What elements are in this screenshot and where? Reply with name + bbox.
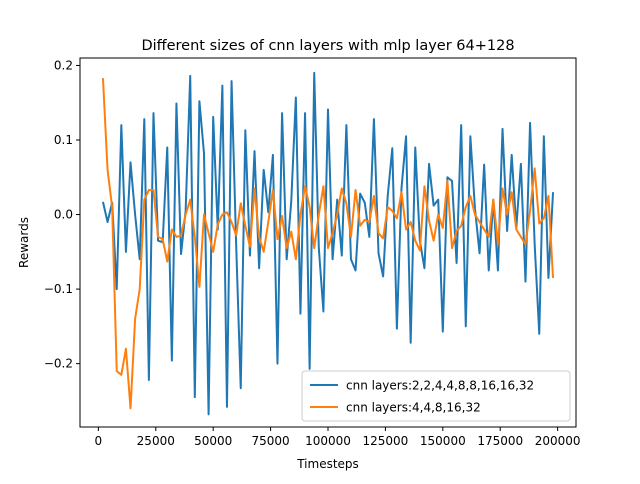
y-axis-label: Rewards (17, 217, 31, 268)
x-tick-label: 25000 (137, 434, 175, 448)
chart-title: Different sizes of cnn layers with mlp l… (141, 38, 514, 54)
x-axis-ticks: 0 25000 50000 75000 100000 125000 150000 175000… (95, 427, 581, 448)
legend: cnn layers:2,2,4,4,8,8,16,16,32 cnn laye… (301, 370, 571, 422)
series-line-2 (101, 78, 555, 410)
x-tick-label: 75000 (251, 434, 289, 448)
x-tick-label: 50000 (194, 434, 232, 448)
series-line-1 (101, 71, 555, 416)
x-tick-label: 150000 (420, 434, 466, 448)
series-layer (101, 71, 555, 416)
x-tick-label: 0 (95, 434, 103, 448)
x-axis-label: Timesteps (296, 457, 359, 471)
y-tick-label: 0.2 (54, 58, 73, 72)
x-tick-label: 200000 (535, 434, 581, 448)
legend-label-series-1: cnn layers:2,2,4,4,8,8,16,16,32 (346, 379, 534, 393)
legend-label-series-2: cnn layers:4,4,8,16,32 (346, 401, 481, 415)
y-tick-label: −0.1 (44, 282, 73, 296)
y-tick-label: −0.2 (44, 357, 73, 371)
x-tick-label: 100000 (305, 434, 351, 448)
x-tick-label: 175000 (477, 434, 523, 448)
y-axis-ticks: −0.2 −0.1 0.0 0.1 0.2 (44, 58, 80, 371)
y-tick-label: 0.1 (54, 133, 73, 147)
x-tick-label: 125000 (363, 434, 409, 448)
legend-box (301, 370, 571, 422)
y-tick-label: 0.0 (54, 208, 73, 222)
